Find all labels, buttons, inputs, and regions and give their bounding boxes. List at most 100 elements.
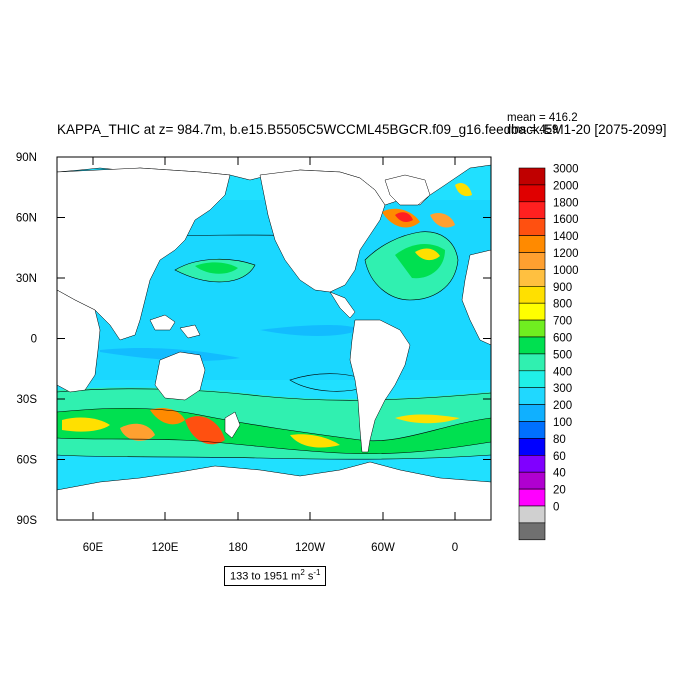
lon-label-60w: 60W — [371, 542, 395, 554]
asia-landmass — [57, 167, 231, 341]
lat-ticks — [57, 156, 491, 521]
colorbar-swatch — [518, 252, 546, 270]
north-america-landmass — [259, 169, 386, 293]
hotspot-indian-east — [120, 423, 155, 441]
hotspot-atlantic-south — [395, 414, 460, 424]
hotspot-tasman — [185, 416, 225, 445]
lat-label-90n: 90N — [16, 152, 37, 164]
lat-label-30n: 30N — [16, 273, 37, 285]
land-masses — [57, 157, 491, 520]
island-landmass — [149, 314, 176, 331]
island-landmass — [179, 324, 201, 339]
lon-label-120e: 120E — [152, 542, 179, 554]
lon-label-120w: 120W — [295, 542, 325, 554]
colorbar-swatch — [518, 505, 546, 524]
colorbar-label: 200 — [553, 400, 572, 412]
colorbar-label: 500 — [553, 349, 572, 361]
contour-line — [57, 407, 491, 442]
colorbar-label: 100 — [553, 417, 572, 429]
contour-line — [174, 258, 256, 283]
colorbar-swatch — [518, 302, 546, 321]
range-unit-sup: 2 — [300, 568, 305, 577]
north-atlantic-peak — [415, 248, 440, 261]
north-pacific-core — [195, 262, 238, 274]
colorbar-label: 80 — [553, 434, 566, 446]
lon-label-180: 180 — [228, 542, 247, 554]
colorbar-swatch — [518, 404, 546, 422]
colorbar-label: 800 — [553, 299, 572, 311]
hotspot-pacific-south — [290, 434, 340, 448]
arctic-hotspot — [455, 183, 472, 197]
range-text: 133 to 1951 m — [230, 570, 301, 583]
hotspot-australia-south — [150, 408, 185, 425]
colorbar-swatch — [518, 522, 546, 541]
colorbar-label: 300 — [553, 383, 572, 395]
colorbar-label: 700 — [553, 316, 572, 328]
colorbar-label: 0 — [553, 502, 559, 514]
colorbar-swatch — [518, 370, 546, 388]
colorbar: 3000200018001600140012001000900800700600… — [518, 164, 579, 541]
equatorial-band-east — [260, 325, 360, 336]
equatorial-band-west — [100, 347, 240, 361]
plot-title: KAPPA_THIC at z= 984.7m, b.e15.B5505C5WC… — [57, 122, 667, 137]
colorbar-label: 900 — [553, 282, 572, 294]
colorbar-label: 400 — [553, 366, 572, 378]
colorbar-label: 60 — [553, 451, 566, 463]
lon-label-60e: 60E — [83, 542, 104, 554]
colorbar-swatch — [518, 438, 546, 456]
nordic-hotspot — [430, 213, 455, 228]
mean-stat: mean = 416.2 — [507, 112, 578, 124]
africa-landmass — [57, 289, 101, 393]
lat-label-30s: 30S — [17, 394, 38, 406]
colorbar-swatch — [518, 353, 546, 372]
colorbar-swatch — [518, 319, 546, 338]
range-unit-tail: s — [304, 570, 314, 583]
colorbar-swatch — [518, 387, 546, 405]
colorbar-swatch — [518, 488, 546, 507]
colorbar-swatch — [518, 269, 546, 287]
colorbar-swatch — [518, 235, 546, 253]
colorbar-label: 3000 — [553, 164, 579, 176]
colorbar-label: 2000 — [553, 180, 579, 192]
greenland-landmass — [384, 174, 431, 206]
lat-label-60s: 60S — [17, 455, 38, 467]
antarctica-landmass — [57, 461, 491, 520]
central-america-landmass — [329, 291, 356, 319]
colorbar-swatch — [518, 471, 546, 490]
colorbar-swatch — [518, 184, 546, 203]
colorbar-swatch — [518, 201, 546, 220]
colorbar-label: 600 — [553, 333, 572, 345]
colorbar-swatch — [518, 336, 546, 355]
new-zealand-landmass — [224, 411, 241, 439]
colorbar-swatch — [518, 285, 546, 304]
south-america-landmass — [349, 319, 411, 453]
colorbar-label: 1200 — [553, 248, 579, 260]
colorbar-swatch — [518, 167, 546, 186]
contour-line — [57, 437, 491, 455]
colorbar-swatch — [518, 421, 546, 439]
lat-label-0: 0 — [31, 334, 37, 346]
hotspot-indian-west — [62, 417, 110, 432]
contour-line — [57, 388, 491, 401]
contour-line — [364, 231, 459, 301]
labrador-core — [395, 212, 413, 223]
colorbar-label: 1600 — [553, 214, 579, 226]
colorbar-label: 20 — [553, 485, 566, 497]
rms-stat: rms = 459 — [507, 124, 559, 136]
colorbar-swatch — [518, 454, 546, 473]
range-unit-sup2: -1 — [313, 568, 321, 577]
colorbar-label: 1000 — [553, 265, 579, 277]
africa-west-landmass — [461, 249, 491, 346]
australia-landmass — [154, 351, 206, 401]
lat-label-60n: 60N — [16, 213, 37, 225]
lon-ticks — [92, 157, 456, 520]
colorbar-swatch — [518, 218, 546, 236]
lon-label-0: 0 — [452, 542, 458, 554]
range-label: 133 to 1951 m2 s-1 — [224, 566, 327, 586]
colorbar-label: 40 — [553, 468, 566, 480]
colorbar-label: 1400 — [553, 231, 579, 243]
lat-label-90s: 90S — [17, 515, 38, 527]
colorbar-label: 1800 — [553, 197, 579, 209]
contour-line — [57, 454, 491, 460]
